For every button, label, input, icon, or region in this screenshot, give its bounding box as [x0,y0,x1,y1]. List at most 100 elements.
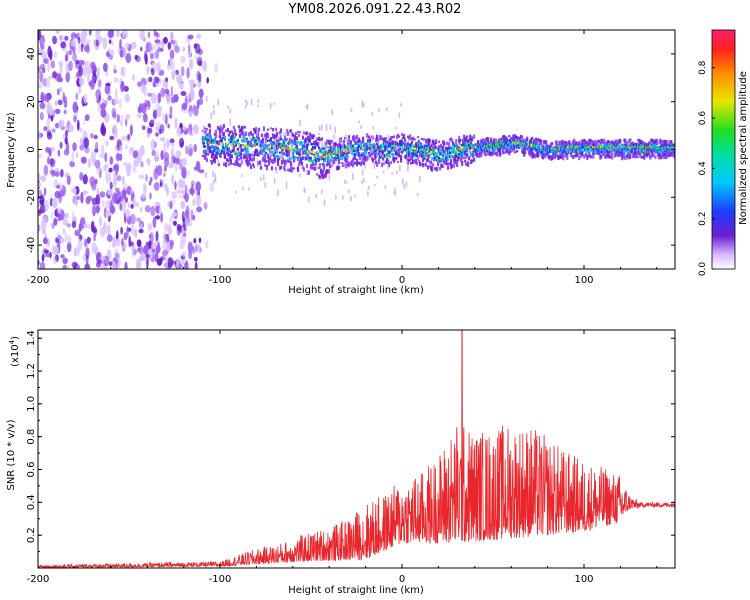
band-cell [427,157,430,162]
band-cell [227,148,230,152]
band-cell [296,141,300,144]
band-cell [563,147,566,152]
band-speck [416,193,419,197]
band-speck [383,171,385,174]
noise-blob [78,64,82,76]
band-cell [604,147,607,150]
band-cell [357,161,360,165]
band-cell [406,150,409,153]
band-cell [531,148,534,152]
band-cell [407,141,410,147]
band-cell [417,156,420,160]
band-cell [401,143,404,146]
band-cell [545,140,548,145]
band-cell [319,147,323,151]
noise-blob [96,252,102,264]
noise-blob [138,245,143,255]
noise-blob [76,71,80,78]
noise-blob [114,187,120,193]
noise-blob [206,77,209,84]
band-cell [248,155,251,160]
noise-blob [149,119,155,124]
band-cell [360,140,363,145]
noise-blob [100,122,105,133]
band-cell [272,141,276,145]
noise-blob [103,62,108,72]
band-speck [362,146,364,152]
band-cell [416,144,419,149]
band-cell [232,147,235,152]
colorbar-tick-label: 0.2 [698,212,708,226]
band-cell [324,174,328,178]
band-cell [313,167,317,170]
x-tick-label: 100 [574,275,593,286]
band-cell [330,139,334,143]
band-peak-cell [244,144,248,147]
band-cell [555,142,558,147]
band-cell [639,148,642,151]
noise-blob [147,158,151,167]
noise-blob [145,241,150,246]
noise-blob [130,224,135,236]
band-speck [378,108,380,113]
band-cell [233,130,236,135]
snr-y-axis: 0.20.40.60.81.01.21.4 [26,330,675,553]
band-cell [601,140,604,144]
noise-blob [97,79,102,88]
x-tick-label: -100 [209,574,232,585]
band-cell [275,131,279,137]
band-cell [314,140,318,145]
noise-blob [113,98,120,105]
band-cell [234,153,237,156]
band-cell [463,134,466,138]
band-cell [246,153,249,158]
band-peak-cell [380,147,383,151]
band-cell [482,138,485,141]
noise-blob [151,92,156,104]
band-speck [348,189,350,194]
band-cell [290,169,294,173]
band-cell [628,140,631,144]
band-cell [411,141,414,144]
noise-blob [74,199,79,206]
band-cell [598,139,601,143]
band-cell [258,162,262,166]
band-peak-cell [312,151,316,155]
band-peak-cell [231,143,235,146]
band-cell [481,151,484,155]
band-speck [303,187,306,193]
band-cell [639,152,642,155]
band-cell [339,137,343,140]
band-speck [315,194,317,198]
band-cell [576,152,579,157]
noise-blob [151,149,156,157]
noise-blob [62,227,66,235]
noise-blob [137,106,142,114]
band-cell [397,160,400,164]
band-cell [423,146,426,150]
band-speck [272,147,275,155]
band-cell [357,142,360,145]
band-cell [283,135,287,141]
band-cell [203,127,206,130]
noise-blob [196,206,203,213]
band-peak-cell [530,143,533,147]
band-cell [252,154,256,159]
band-cell [223,156,226,159]
noise-blob [104,152,108,163]
band-cell [571,146,574,150]
band-cell [276,162,280,166]
noise-blob [63,148,70,156]
band-cell [270,166,274,171]
band-cell [316,141,320,147]
band-cell [334,157,338,162]
band-cell [585,140,588,144]
band-speck [205,172,207,178]
noise-blob [38,209,43,214]
band-cell [300,143,304,147]
band-cell [300,141,304,144]
noise-blob [140,161,144,168]
band-cell [354,156,357,161]
band-cell [583,139,586,142]
noise-blob [100,108,107,118]
